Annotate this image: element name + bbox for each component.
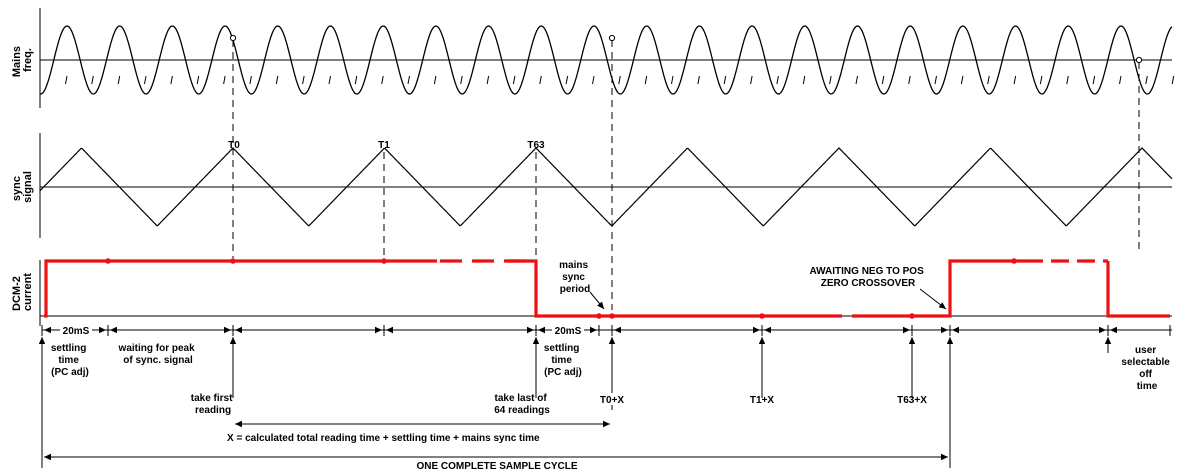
interval-20ms-2: 20mS xyxy=(555,326,582,337)
awaiting-crossover-label: AWAITING NEG TO POS ZERO CROSSOVER xyxy=(809,266,926,289)
mains-tick xyxy=(433,75,437,85)
mains-tick xyxy=(486,75,490,85)
mains-zero-cross-ticks xyxy=(65,75,1175,85)
settling-time-label-1: settling time (PC adj) xyxy=(51,343,89,378)
mains-tick xyxy=(1039,75,1043,85)
sync-point-marker-2 xyxy=(608,34,616,42)
t63-plus-x-label: T63+X xyxy=(897,395,927,406)
waiting-for-peak-label: waiting for peak of sync. signal xyxy=(118,343,198,366)
mains-tick xyxy=(144,75,147,85)
awaiting-pointer xyxy=(919,288,947,310)
mains-tick xyxy=(908,75,911,85)
interval-20ms-1: 20mS xyxy=(63,326,90,337)
mains-tick xyxy=(592,75,595,85)
mains-tick xyxy=(671,75,674,85)
mains-tick xyxy=(117,75,121,85)
mains-tick xyxy=(644,75,648,85)
mains-tick xyxy=(565,75,569,85)
mains-sync-period-label: mains sync period xyxy=(559,260,591,295)
mains-tick xyxy=(723,75,727,85)
mains-tick xyxy=(460,75,463,85)
mains-tick xyxy=(302,75,305,85)
mains-tick xyxy=(934,75,937,85)
sync-point-marker-3 xyxy=(1135,56,1143,64)
t0-plus-x-label: T0+X xyxy=(600,395,625,406)
peak-label-t63: T63 xyxy=(527,140,545,151)
current-off-segment xyxy=(1106,261,1170,318)
take-last-reading-label: take last of 64 readings xyxy=(494,393,550,416)
mains-tick xyxy=(354,75,358,85)
mains-tick xyxy=(776,75,779,85)
user-off-time-label: user selectable off time xyxy=(1121,345,1172,392)
mains-tick xyxy=(91,75,94,85)
mains-tick xyxy=(1092,75,1096,85)
mains-tick xyxy=(1145,75,1148,85)
interval-timeline xyxy=(41,325,1172,336)
mains-tick xyxy=(1066,75,1069,85)
sync-point-marker-1 xyxy=(229,34,237,42)
current-axis-label: DCM-2 current xyxy=(11,273,34,311)
mains-tick xyxy=(275,75,279,85)
x-formula-label: X = calculated total reading time + sett… xyxy=(227,433,540,444)
current-waveform xyxy=(39,258,1172,326)
mains-tick xyxy=(65,75,68,85)
mains-tick xyxy=(829,75,832,85)
mains-tick xyxy=(539,75,542,85)
t1-plus-x-label: T1+X xyxy=(750,395,775,406)
mains-frequency-waveform xyxy=(39,8,1175,108)
peak-label-t1: T1 xyxy=(378,140,390,151)
mains-tick xyxy=(618,75,621,85)
mains-tick xyxy=(328,75,331,85)
mains-tick xyxy=(1119,75,1122,85)
mains-tick xyxy=(170,75,173,85)
settling-time-label-2: settling time (PC adj) xyxy=(544,343,582,378)
mains-tick xyxy=(512,75,516,85)
event-arrows xyxy=(38,337,1112,468)
sync-axis-label: sync signal xyxy=(11,171,34,203)
mains-tick xyxy=(407,75,410,85)
current-fall-segment xyxy=(508,259,826,318)
mains-tick xyxy=(881,75,885,85)
peak-label-t0: T0 xyxy=(228,140,240,151)
mains-tick xyxy=(1171,75,1175,85)
current-low-segment-2 xyxy=(868,259,1025,318)
mains-tick xyxy=(196,75,200,85)
mains-tick xyxy=(223,75,226,85)
take-first-reading-label: take first reading xyxy=(191,393,235,416)
mains-tick xyxy=(697,75,700,85)
current-sample-dots xyxy=(105,258,1017,319)
mains-tick xyxy=(381,75,384,85)
mains-tick xyxy=(960,75,964,85)
current-high-segment-1 xyxy=(44,259,437,318)
mains-sine-wave xyxy=(39,25,1173,95)
sync-triangle-wave xyxy=(39,147,1173,227)
mains-tick xyxy=(855,75,858,85)
dashed-markers xyxy=(232,40,1140,310)
mains-axis-label: Mains freq. xyxy=(11,43,34,77)
mains-tick xyxy=(249,75,252,85)
sync-signal-waveform: T0 T1 T63 xyxy=(39,133,1173,238)
sample-cycle-label: ONE COMPLETE SAMPLE CYCLE xyxy=(416,461,577,472)
mains-tick xyxy=(987,75,990,85)
mains-sync-period-pointer xyxy=(589,291,605,310)
mains-tick xyxy=(1013,75,1017,85)
mains-tick xyxy=(750,75,753,85)
mains-tick xyxy=(802,75,806,85)
